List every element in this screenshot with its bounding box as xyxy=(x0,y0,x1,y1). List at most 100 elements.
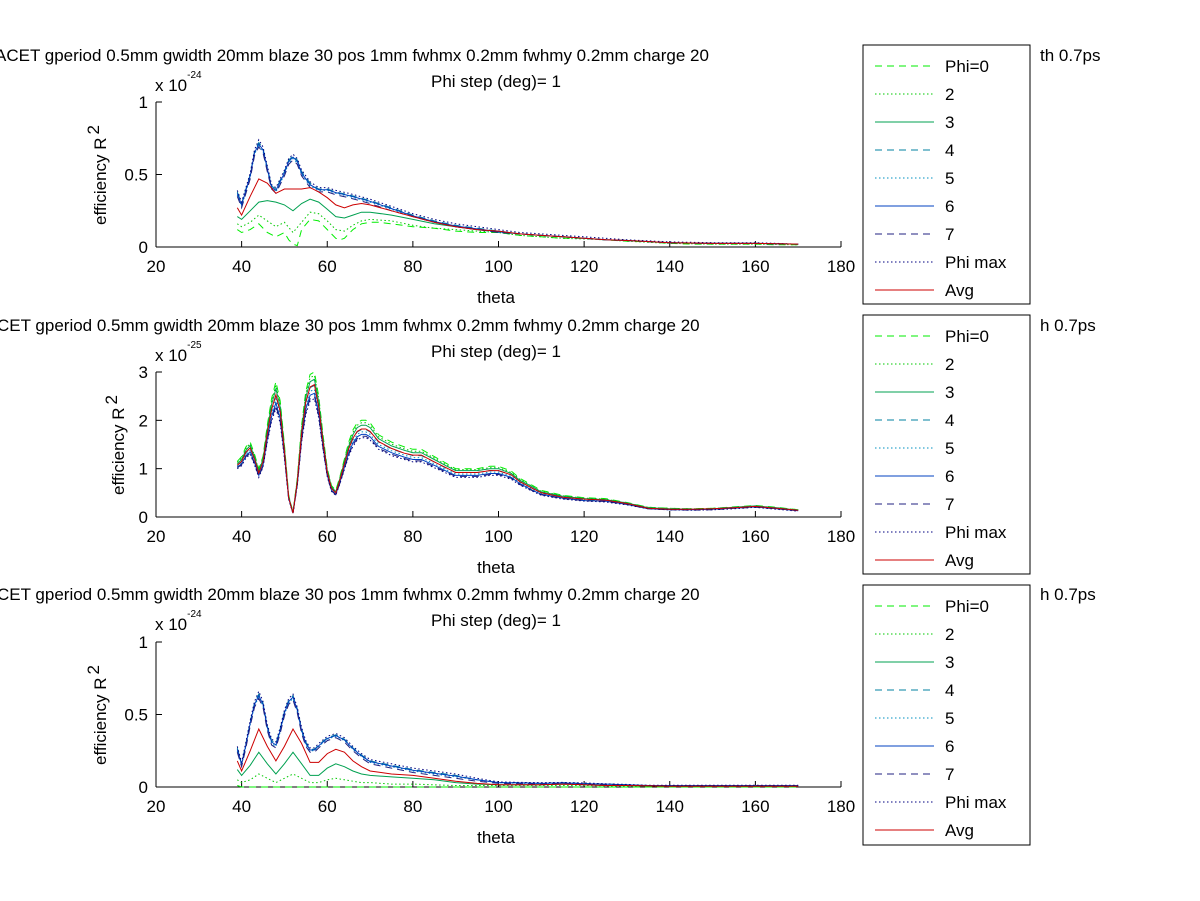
x-tick-label: 120 xyxy=(570,527,598,546)
x-tick-label: 60 xyxy=(318,257,337,276)
x-tick-label: 20 xyxy=(147,527,166,546)
subplot-2-subtitle: Phi step (deg)= 1 xyxy=(431,342,561,361)
legend-label-phi-0: Phi=0 xyxy=(945,597,989,616)
legend-label-7: 7 xyxy=(945,495,954,514)
legend-label-3: 3 xyxy=(945,653,954,672)
subplot-1-xlabel: theta xyxy=(477,288,515,307)
legend-label-2: 2 xyxy=(945,625,954,644)
subplot-2-ylabel: efficiency R2 xyxy=(102,395,128,495)
subplot-3-legend-entries: Phi=0 2 3 4 5 6 7 Phi max Avg xyxy=(875,597,1007,840)
y-tick-label: 0.5 xyxy=(124,706,148,725)
x-tick-label: 40 xyxy=(232,257,251,276)
x-tick-label: 160 xyxy=(741,797,769,816)
subplot-3-x-tick-labels: 20 40 60 80 100 120 140 160 180 xyxy=(147,797,856,816)
x-tick-label: 160 xyxy=(741,527,769,546)
legend-label-phi-max: Phi max xyxy=(945,523,1007,542)
subplot-3-title-tail: h 0.7ps xyxy=(1040,585,1096,604)
subplot-3-title: CET gperiod 0.5mm gwidth 20mm blaze 30 p… xyxy=(0,585,700,604)
series-line-phi-0 xyxy=(237,785,799,788)
x-tick-label: 180 xyxy=(827,797,855,816)
subplot-2-legend-box xyxy=(862,314,1031,575)
subplot-3-xlabel: theta xyxy=(477,828,515,847)
subplot-2-legend-entries: Phi=0 2 3 4 5 6 7 Phi max Avg xyxy=(875,327,1007,570)
subplot-2-xlabel: theta xyxy=(477,558,515,577)
legend-label-3: 3 xyxy=(945,383,954,402)
legend-label-phi-max: Phi max xyxy=(945,253,1007,272)
y-tick-label: 0.5 xyxy=(124,166,148,185)
legend-label-4: 4 xyxy=(945,411,954,430)
legend-label-7: 7 xyxy=(945,765,954,784)
x-tick-label: 180 xyxy=(827,257,855,276)
series-line-phi-max xyxy=(236,689,799,786)
subplot-3-ylabel: efficiency R2 xyxy=(84,665,110,765)
legend-label-avg: Avg xyxy=(945,551,974,570)
legend-label-avg: Avg xyxy=(945,281,974,300)
series-line-2 xyxy=(237,773,799,787)
legend-label-7: 7 xyxy=(945,225,954,244)
legend-label-2: 2 xyxy=(945,85,954,104)
subplot-1-y-exponent: x 10-24 xyxy=(155,70,202,95)
series-line-avg xyxy=(236,178,799,245)
x-tick-label: 180 xyxy=(827,527,855,546)
subplot-1-plot-area xyxy=(155,101,842,248)
legend-label-avg: Avg xyxy=(945,821,974,840)
subplot-3-legend: Phi=0 2 3 4 5 6 7 Phi max Avg xyxy=(862,584,1031,846)
subplot-1-title-tail: th 0.7ps xyxy=(1040,46,1101,65)
series-line-avg xyxy=(236,383,799,514)
legend-label-6: 6 xyxy=(945,197,954,216)
x-tick-label: 40 xyxy=(232,797,251,816)
series-line-phi-0 xyxy=(237,218,799,247)
legend-label-4: 4 xyxy=(945,681,954,700)
legend-label-phi-0: Phi=0 xyxy=(945,57,989,76)
y-tick-label: 1 xyxy=(139,633,148,652)
subplot-2-plot-area xyxy=(155,371,842,518)
legend-label-5: 5 xyxy=(945,169,954,188)
legend-label-phi-0: Phi=0 xyxy=(945,327,989,346)
legend-label-6: 6 xyxy=(945,467,954,486)
x-tick-label: 120 xyxy=(570,797,598,816)
subplot-1-x-tick-labels: 20 40 60 80 100 120 140 160 180 xyxy=(147,257,856,276)
legend-label-3: 3 xyxy=(945,113,954,132)
x-tick-label: 100 xyxy=(484,527,512,546)
series-line-phi-0 xyxy=(236,371,799,513)
y-tick-label: 3 xyxy=(139,363,148,382)
series-line-7 xyxy=(236,697,799,787)
x-tick-label: 60 xyxy=(318,797,337,816)
y-tick-label: 0 xyxy=(139,508,148,527)
subplot-3-legend-box xyxy=(862,584,1031,846)
subplot-2-title-tail: h 0.7ps xyxy=(1040,316,1096,335)
subplot-1-y-tick-labels: 00.51 xyxy=(124,93,148,257)
y-tick-label: 2 xyxy=(139,411,148,430)
subplot-1-subtitle: Phi step (deg)= 1 xyxy=(431,72,561,91)
subplot-1-legend-entries: Phi=0 2 3 4 5 6 7 Phi max Avg xyxy=(875,57,1007,300)
subplot-3-plot-area xyxy=(155,641,842,788)
series-line-avg xyxy=(236,727,799,787)
x-tick-label: 40 xyxy=(232,527,251,546)
x-tick-label: 140 xyxy=(656,257,684,276)
x-tick-label: 20 xyxy=(147,257,166,276)
x-tick-label: 20 xyxy=(147,797,166,816)
legend-label-6: 6 xyxy=(945,737,954,756)
subplot-3-y-tick-labels: 00.51 xyxy=(124,633,148,797)
x-tick-label: 160 xyxy=(741,257,769,276)
subplot-1-title: ACET gperiod 0.5mm gwidth 20mm blaze 30 … xyxy=(0,46,709,65)
legend-label-5: 5 xyxy=(945,439,954,458)
subplot-3-subtitle: Phi step (deg)= 1 xyxy=(431,611,561,630)
subplot-3-y-exponent: x 10-24 xyxy=(155,609,202,634)
subplot-2-x-tick-labels: 20 40 60 80 100 120 140 160 180 xyxy=(147,527,856,546)
y-tick-label: 1 xyxy=(139,93,148,112)
y-tick-label: 0 xyxy=(139,238,148,257)
x-tick-label: 140 xyxy=(656,797,684,816)
subplot-1-ylabel: efficiency R2 xyxy=(84,125,110,225)
legend-label-phi-max: Phi max xyxy=(945,793,1007,812)
subplot-2: CET gperiod 0.5mm gwidth 20mm blaze 30 p… xyxy=(0,314,1096,577)
subplot-2-y-tick-labels: 0 1 2 3 xyxy=(139,363,148,527)
x-tick-label: 80 xyxy=(403,527,422,546)
legend-label-2: 2 xyxy=(945,355,954,374)
subplot-2-legend: Phi=0 2 3 4 5 6 7 Phi max Avg xyxy=(862,314,1031,575)
legend-label-5: 5 xyxy=(945,709,954,728)
x-tick-label: 80 xyxy=(403,797,422,816)
y-tick-label: 1 xyxy=(139,460,148,479)
x-tick-label: 100 xyxy=(484,797,512,816)
